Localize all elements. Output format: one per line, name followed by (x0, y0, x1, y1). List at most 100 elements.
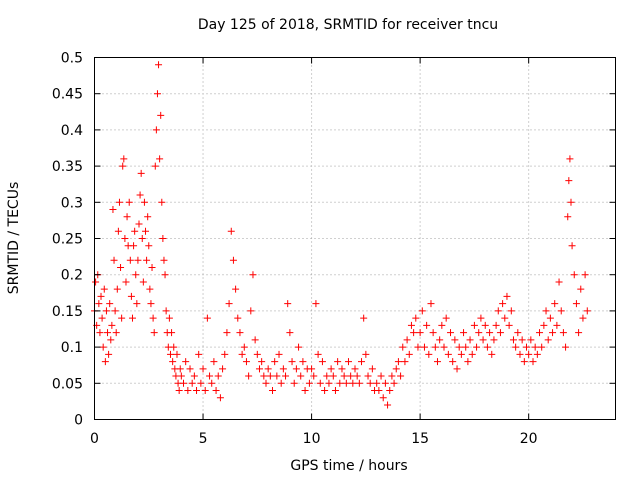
y-tick-label: 0.35 (52, 159, 83, 175)
data-point (155, 61, 163, 69)
data-point (130, 242, 138, 250)
data-point (190, 372, 198, 380)
data-point (468, 350, 476, 358)
data-point (282, 372, 290, 380)
data-point (113, 285, 121, 293)
data-point (102, 307, 110, 315)
data-point (288, 358, 296, 366)
data-point (260, 372, 268, 380)
data-point (344, 358, 352, 366)
data-point (566, 155, 574, 163)
data-point (334, 358, 342, 366)
data-point (355, 379, 363, 387)
data-point (453, 365, 461, 373)
data-point (392, 365, 400, 373)
data-point (490, 336, 498, 344)
data-point (258, 358, 266, 366)
x-tick-label: 5 (199, 431, 208, 447)
data-point (100, 285, 108, 293)
data-point (199, 365, 207, 373)
data-point (481, 321, 489, 329)
data-point (449, 358, 457, 366)
data-point (544, 336, 552, 344)
y-tick-label: 0.05 (52, 376, 83, 392)
data-point (565, 177, 573, 185)
data-point (197, 379, 205, 387)
data-point (312, 300, 320, 308)
data-point (399, 343, 407, 351)
grid (94, 57, 616, 420)
y-tick-label: 0.15 (52, 304, 83, 320)
data-point (117, 263, 125, 271)
data-point (384, 401, 392, 409)
data-point (127, 292, 135, 300)
data-point (247, 307, 255, 315)
y-tick-label: 0.4 (61, 123, 83, 139)
data-point (137, 169, 145, 177)
axis-ticks: 0 0.05 0.1 0.15 0.2 0.25 0.3 0.35 0.4 0.45 0.5 0 5 10… (52, 51, 616, 447)
data-point (284, 300, 292, 308)
data-point (353, 372, 361, 380)
x-tick-label: 15 (411, 431, 429, 447)
data-point (144, 213, 152, 221)
data-point (128, 314, 136, 322)
data-point (388, 372, 396, 380)
data-point (184, 387, 192, 395)
data-point (107, 336, 115, 344)
data-point (151, 162, 159, 170)
data-point (559, 329, 567, 337)
data-point (134, 256, 142, 264)
data-point (364, 372, 372, 380)
data-point (210, 358, 218, 366)
data-point (351, 365, 359, 373)
data-point (512, 343, 520, 351)
data-point (401, 358, 409, 366)
data-point (477, 314, 485, 322)
y-tick-label: 0.1 (61, 340, 83, 356)
data-point (115, 198, 123, 206)
data-point (492, 321, 500, 329)
data-point (466, 336, 474, 344)
data-point (562, 343, 570, 351)
data-point (96, 329, 104, 337)
data-point (540, 321, 548, 329)
data-point (336, 379, 344, 387)
data-point (206, 372, 214, 380)
data-point (525, 350, 533, 358)
data-point (193, 387, 201, 395)
data-point (316, 379, 324, 387)
data-point (347, 372, 355, 380)
data-point (329, 372, 337, 380)
data-point (531, 343, 539, 351)
data-point (549, 329, 557, 337)
data-point (546, 314, 554, 322)
data-point (412, 314, 420, 322)
data-point (168, 329, 176, 337)
data-point (314, 350, 322, 358)
data-point (366, 379, 374, 387)
data-point (431, 343, 439, 351)
y-tick-label: 0.5 (61, 51, 83, 67)
y-tick-label: 0.2 (61, 268, 83, 284)
data-point (518, 336, 526, 344)
data-point (509, 336, 517, 344)
data-point (97, 292, 105, 300)
data-point (216, 394, 224, 402)
data-point (176, 365, 184, 373)
data-point (159, 235, 167, 242)
data-point (162, 307, 170, 315)
data-point (221, 350, 229, 358)
data-point (342, 379, 350, 387)
data-point (579, 314, 587, 322)
data-point (427, 300, 435, 308)
data-point (118, 314, 126, 322)
data-point (148, 263, 156, 271)
data-point (286, 329, 294, 337)
data-point (368, 365, 376, 373)
data-point (149, 314, 157, 322)
data-point (180, 379, 188, 387)
data-point (158, 198, 166, 206)
data-point (99, 343, 107, 351)
data-point (436, 336, 444, 344)
x-tick-label: 20 (520, 431, 538, 447)
